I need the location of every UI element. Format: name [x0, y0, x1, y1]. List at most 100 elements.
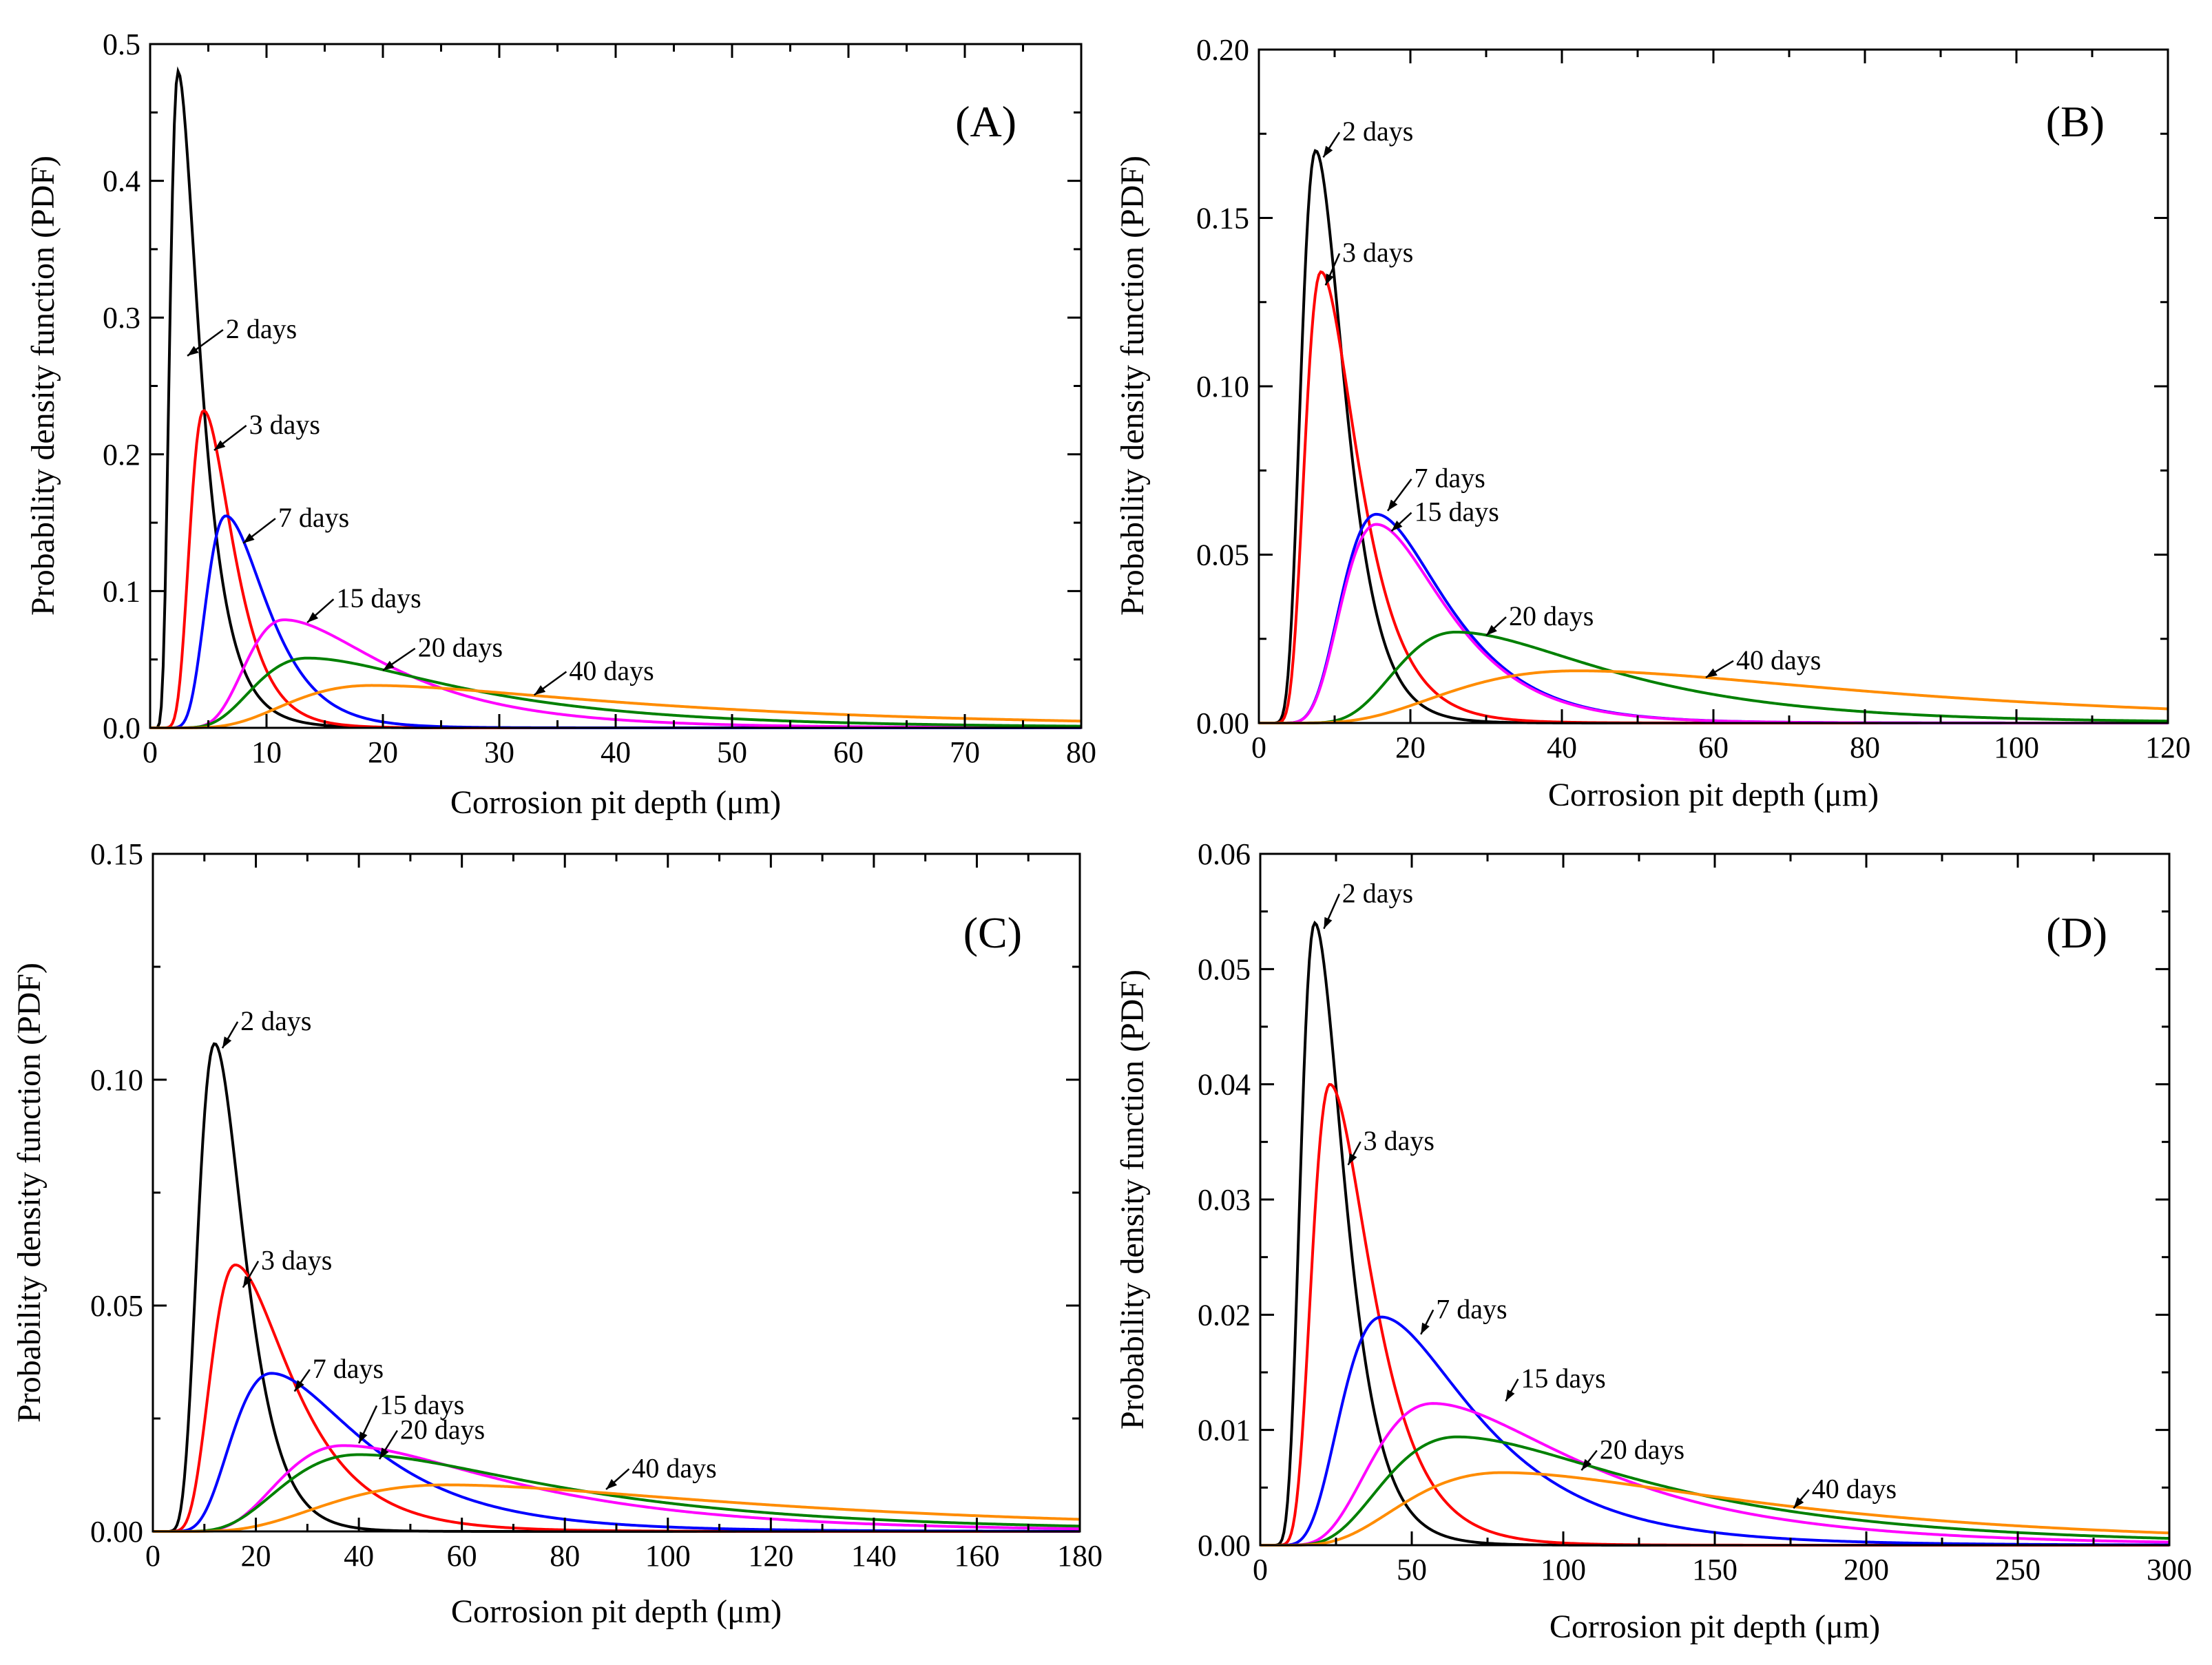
x-tick-label: 80 — [550, 1539, 580, 1573]
panel-a: 0 10 20 30 40 50 60 70 80 0.0 0.1 0.2 0.3 0.4 0.5 2 d… — [25, 28, 1096, 821]
x-tick-label: 140 — [851, 1539, 897, 1573]
panel-b-x-axis-title: Corrosion pit depth (μm) — [1548, 777, 1879, 813]
curve-label-7-days: 7 days — [1436, 1293, 1507, 1324]
panel-d-tag: (D) — [2046, 908, 2107, 957]
x-tick-label: 20 — [1395, 731, 1426, 764]
curve-label-2-days: 2 days — [1342, 116, 1413, 147]
annotation-arrowhead — [1706, 668, 1718, 678]
y-tick-label: 0.05 — [1198, 952, 1251, 986]
annotation-arrowhead — [1581, 1458, 1592, 1471]
curve-label-15-days: 15 days — [1521, 1363, 1605, 1394]
panel-d: 0 50 100 150 200 250 300 0.000.010.020.030.040… — [1114, 837, 2192, 1645]
curve-label-40-days: 40 days — [569, 655, 654, 686]
annotation-arrowhead — [1324, 917, 1333, 929]
curve-label-2-days: 2 days — [1342, 877, 1413, 908]
panel-a-y-tick-labels: 0.0 0.1 0.2 0.3 0.4 0.5 — [103, 28, 140, 745]
curve-40-days — [153, 1483, 1081, 1533]
panel-d-y-tick-labels: 0.00 0.01 0.02 0.03 0.04 0.05 0.06 — [1198, 837, 1251, 1562]
panel-d-curve-labels: 2 days 3 days 7 days 15 days 20 days 40 days — [1323, 877, 1897, 1509]
y-tick-label: 0.00 — [1196, 706, 1249, 740]
panel-c-x-tick-labels: 0 20 40 60 80 100 120 140 160 180 — [145, 1539, 1103, 1573]
y-tick-label: 0.15 — [1196, 202, 1249, 235]
panel-c: 0 20 40 60 80 100 120 140 160 180 0.00 0.05 0.10 0.1… — [11, 837, 1103, 1630]
panel-b-y-axis-title: Probability density function (PDF) — [1114, 156, 1151, 616]
curve-label-20-days: 20 days — [418, 632, 503, 663]
panel-a-x-tick-labels: 0 10 20 30 40 50 60 70 80 — [143, 735, 1096, 769]
panel-d-x-tick-labels: 0 50 100 150 200 250 300 — [1253, 1553, 2192, 1587]
y-tick-label: 0.03 — [1198, 1183, 1251, 1217]
x-tick-label: 120 — [2145, 731, 2191, 764]
panel-b-x-tick-labels: 0 20 40 60 80 100 120 — [1251, 731, 2191, 764]
y-tick-label: 0.10 — [1196, 370, 1249, 404]
x-tick-label: 40 — [344, 1539, 374, 1573]
annotation-arrowhead — [1421, 1322, 1430, 1334]
y-tick-label: 0.4 — [103, 165, 140, 198]
panel-a-y-axis-title: Probability density function (PDF) — [25, 156, 61, 616]
y-tick-label: 0.06 — [1198, 837, 1251, 871]
x-tick-label: 50 — [717, 735, 747, 769]
y-tick-label: 0.05 — [90, 1289, 143, 1323]
x-tick-label: 40 — [601, 735, 631, 769]
x-tick-label: 120 — [748, 1539, 793, 1573]
annotation-arrowhead — [1388, 499, 1398, 511]
y-tick-label: 0.2 — [103, 438, 140, 472]
annotation-arrowhead — [213, 440, 226, 450]
x-tick-label: 160 — [954, 1539, 999, 1573]
x-tick-label: 250 — [1995, 1553, 2041, 1587]
annotation-arrowhead — [1348, 1153, 1357, 1165]
curve-20-days — [150, 656, 1082, 729]
panel-a-curve-labels: 2 days 3 days 7 days 15 days 20 days 40 days — [187, 313, 654, 696]
panel-c-y-axis-title: Probability density function (PDF) — [11, 963, 48, 1423]
curve-label-20-days: 20 days — [400, 1414, 485, 1445]
curve-label-40-days: 40 days — [1736, 645, 1821, 676]
panel-b-tag: (B) — [2046, 97, 2105, 146]
curve-label-3-days: 3 days — [261, 1245, 332, 1276]
y-tick-label: 0.10 — [90, 1063, 143, 1097]
panel-a-tag: (A) — [955, 97, 1016, 146]
annotation-arrowhead — [534, 685, 546, 695]
annotation-arrowhead — [243, 533, 255, 543]
curve-label-3-days: 3 days — [1364, 1125, 1434, 1156]
y-tick-label: 0.5 — [103, 28, 140, 61]
x-tick-label: 0 — [1251, 731, 1266, 764]
curve-label-3-days: 3 days — [249, 409, 320, 440]
panel-c-y-tick-labels: 0.00 0.05 0.10 0.15 — [90, 837, 143, 1549]
y-tick-label: 0.0 — [103, 711, 140, 745]
annotation-arrowhead — [1325, 273, 1334, 286]
x-tick-label: 60 — [1698, 731, 1729, 764]
x-tick-label: 80 — [1066, 735, 1096, 769]
annotation-arrowhead — [307, 611, 319, 623]
curve-label-7-days: 7 days — [278, 502, 349, 533]
curve-label-15-days: 15 days — [336, 583, 421, 614]
x-tick-label: 20 — [368, 735, 398, 769]
x-tick-label: 180 — [1057, 1539, 1103, 1573]
panel-b-y-tick-labels: 0.00 0.05 0.10 0.15 0.20 — [1196, 33, 1249, 740]
panel-b-frame — [1258, 48, 2169, 724]
x-tick-label: 100 — [1994, 731, 2039, 764]
panel-a-frame — [149, 43, 1083, 729]
curve-label-20-days: 20 days — [1600, 1434, 1684, 1465]
x-tick-label: 30 — [484, 735, 514, 769]
y-tick-label: 0.01 — [1198, 1414, 1251, 1447]
x-tick-label: 0 — [1253, 1553, 1268, 1587]
annotation-arrowhead — [383, 660, 395, 671]
panel-c-tag: (C) — [963, 908, 1022, 957]
curve-label-15-days: 15 days — [1415, 496, 1499, 527]
curve-label-7-days: 7 days — [313, 1353, 384, 1384]
panel-d-frame — [1259, 852, 2171, 1547]
x-tick-label: 60 — [833, 735, 864, 769]
y-tick-label: 0.02 — [1198, 1298, 1251, 1332]
panel-d-y-axis-title: Probability density function (PDF) — [1114, 970, 1151, 1430]
panel-c-frame — [152, 852, 1081, 1533]
annotation-arrowhead — [294, 1380, 304, 1392]
annotation-arrowhead — [1505, 1389, 1515, 1401]
x-tick-label: 300 — [2147, 1553, 2192, 1587]
x-tick-label: 100 — [645, 1539, 691, 1573]
annotation-arrowhead — [222, 1036, 232, 1049]
annotation-arrowhead — [359, 1432, 368, 1444]
annotation-arrowhead — [242, 1275, 253, 1288]
